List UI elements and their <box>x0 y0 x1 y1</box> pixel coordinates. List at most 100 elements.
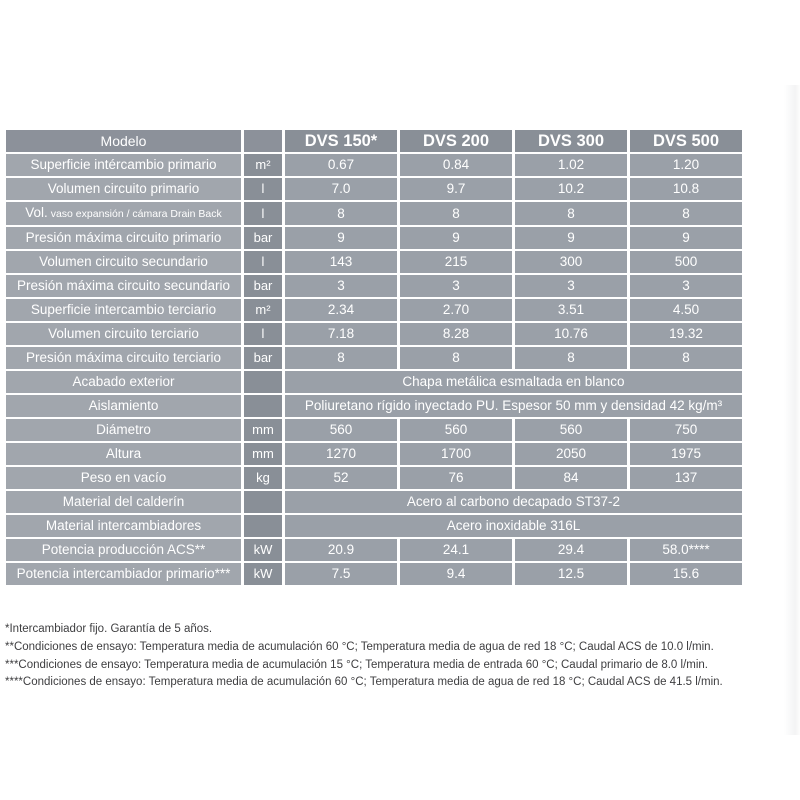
row-value: 2050 <box>515 443 627 465</box>
row-value: 4.50 <box>630 299 742 321</box>
row-value: 52 <box>285 467 397 489</box>
row-value: 7.0 <box>285 178 397 200</box>
row-value: 8 <box>630 202 742 225</box>
header-model-dvs300: DVS 300 <box>515 130 627 152</box>
row-label: Presión máxima circuito primario <box>6 227 241 249</box>
row-value: 9 <box>285 227 397 249</box>
row-value: 560 <box>400 419 512 441</box>
row-label: Presión máxima circuito terciario <box>6 347 241 369</box>
row-label-text: Potencia producción ACS** <box>41 542 206 557</box>
spec-table: Modelo DVS 150* DVS 200 DVS 300 DVS 500 … <box>3 128 745 587</box>
row-value: 3 <box>515 275 627 297</box>
row-value: 8.28 <box>400 323 512 345</box>
row-value: 1700 <box>400 443 512 465</box>
table-header-row: Modelo DVS 150* DVS 200 DVS 300 DVS 500 <box>6 130 742 152</box>
scan-edge-artifact <box>784 85 800 735</box>
table-row: Presión máxima circuito terciario bar 8 8 8 8 <box>6 347 742 369</box>
row-label-small-text: vaso expansión / cámara Drain Back <box>47 208 222 220</box>
table-row: Vol. vaso expansión / cámara Drain Back l… <box>6 202 742 225</box>
row-unit: kW <box>244 539 282 561</box>
row-value: 8 <box>630 347 742 369</box>
table-row: Potencia intercambiador primario*** kW 7.5… <box>6 563 742 585</box>
row-label-text: Volumen circuito terciario <box>48 326 199 341</box>
row-value: 10.8 <box>630 178 742 200</box>
table-row: Volumen circuito terciario l 7.18 8.28 10.76… <box>6 323 742 345</box>
row-value: 2.34 <box>285 299 397 321</box>
row-label: Volumen circuito terciario <box>6 323 241 345</box>
row-value: 7.5 <box>285 563 397 585</box>
header-modelo-cell: Modelo <box>6 130 241 152</box>
row-value: 9 <box>515 227 627 249</box>
row-value: 10.76 <box>515 323 627 345</box>
row-value: 15.6 <box>630 563 742 585</box>
row-value: 143 <box>285 251 397 273</box>
row-value: 300 <box>515 251 627 273</box>
row-label: Potencia producción ACS** <box>6 539 241 561</box>
table-row: Material del calderín Acero al carbono de… <box>6 491 742 513</box>
row-label-text: Presión máxima circuito secundario <box>16 278 231 293</box>
row-value: 76 <box>400 467 512 489</box>
row-value: 58.0**** <box>630 539 742 561</box>
footnote-line: ****Condiciones de ensayo: Temperatura m… <box>5 676 723 689</box>
row-value: 750 <box>630 419 742 441</box>
row-value: 215 <box>400 251 512 273</box>
row-unit: kW <box>244 563 282 585</box>
row-unit: mm <box>244 443 282 465</box>
row-value: 3 <box>285 275 397 297</box>
row-label: Peso en vacío <box>6 467 241 489</box>
row-value: 7.18 <box>285 323 397 345</box>
row-label-text: Diámetro <box>96 422 151 437</box>
row-label: Vol. vaso expansión / cámara Drain Back <box>6 202 241 225</box>
row-label: Material intercambiadores <box>6 515 241 537</box>
row-label-text: Presión máxima circuito terciario <box>25 350 222 365</box>
row-value: 8 <box>400 347 512 369</box>
row-label-text: Altura <box>105 446 142 461</box>
row-unit <box>244 395 282 417</box>
row-unit: kg <box>244 467 282 489</box>
row-unit: bar <box>244 227 282 249</box>
row-label-text: Acabado exterior <box>72 374 175 389</box>
header-model-dvs500: DVS 500 <box>630 130 742 152</box>
row-unit: l <box>244 251 282 273</box>
row-unit: m² <box>244 299 282 321</box>
table-row: Presión máxima circuito primario bar 9 9 9 9 <box>6 227 742 249</box>
row-unit: l <box>244 178 282 200</box>
table-row: Aislamiento Poliuretano rígido inyectado … <box>6 395 742 417</box>
row-label: Volumen circuito primario <box>6 178 241 200</box>
row-value: 3 <box>630 275 742 297</box>
table-row: Peso en vacío kg 52 76 84 137 <box>6 467 742 489</box>
row-label: Diámetro <box>6 419 241 441</box>
row-value: 8 <box>515 202 627 225</box>
row-span-value: Acero al carbono decapado ST37-2 <box>285 491 742 513</box>
row-label-text: Aislamiento <box>88 398 159 413</box>
row-value: 8 <box>285 347 397 369</box>
row-unit <box>244 491 282 513</box>
row-label-text: Peso en vacío <box>80 470 167 485</box>
row-value: 560 <box>515 419 627 441</box>
row-unit: mm <box>244 419 282 441</box>
table-row: Volumen circuito secundario l 143 215 300 500 <box>6 251 742 273</box>
row-unit: l <box>244 202 282 225</box>
footnotes-block: *Intercambiador fijo. Garantía de 5 años… <box>5 621 785 692</box>
row-label-text: Presión máxima circuito primario <box>25 230 222 245</box>
row-label: Superficie intércambio primario <box>6 154 241 176</box>
row-unit <box>244 371 282 393</box>
row-value: 3.51 <box>515 299 627 321</box>
row-label: Presión máxima circuito secundario <box>6 275 241 297</box>
row-label: Acabado exterior <box>6 371 241 393</box>
row-value: 9 <box>400 227 512 249</box>
row-span-value: Poliuretano rígido inyectado PU. Espesor… <box>285 395 742 417</box>
row-label-text: Volumen circuito primario <box>47 181 200 196</box>
row-value: 24.1 <box>400 539 512 561</box>
row-value: 137 <box>630 467 742 489</box>
row-value: 2.70 <box>400 299 512 321</box>
row-value: 0.67 <box>285 154 397 176</box>
table-row: Volumen circuito primario l 7.0 9.7 10.2 10.8 <box>6 178 742 200</box>
row-value: 12.5 <box>515 563 627 585</box>
row-value: 84 <box>515 467 627 489</box>
row-label-text: Superficie intércambio primario <box>30 157 217 172</box>
row-label-text: Volumen circuito secundario <box>39 254 208 269</box>
row-value: 560 <box>285 419 397 441</box>
row-value: 1.02 <box>515 154 627 176</box>
